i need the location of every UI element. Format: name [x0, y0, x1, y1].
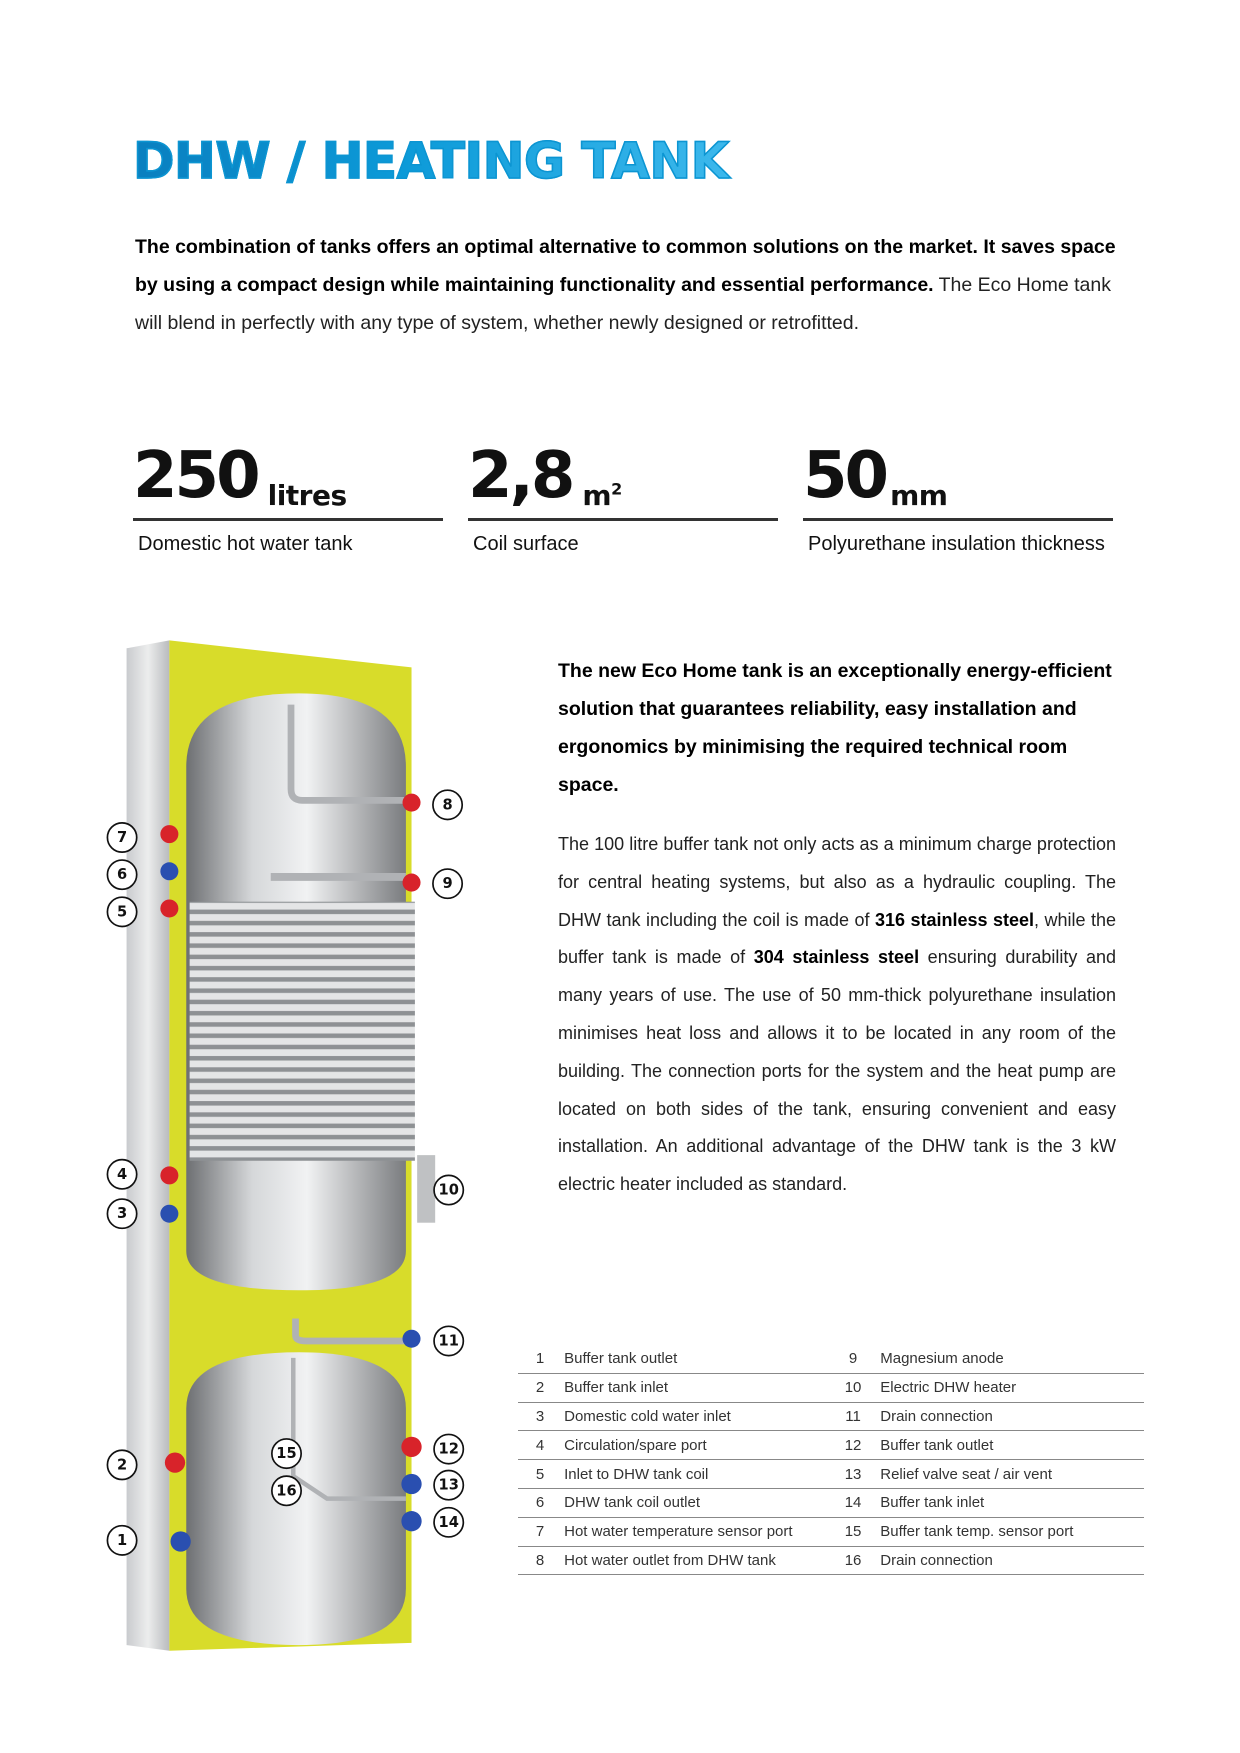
legend-label: Drain connection	[878, 1546, 1144, 1576]
callout-6: 6	[117, 866, 127, 883]
callout-14: 14	[439, 1514, 459, 1531]
legend-label: Hot water temperature sensor port	[562, 1517, 828, 1547]
legend-label: Inlet to DHW tank coil	[562, 1459, 828, 1489]
stat-unit: litres	[267, 479, 348, 512]
legend-table: 1 Buffer tank outlet 9 Magnesium anode 2 Buff…	[518, 1345, 1144, 1576]
stat-label: Coil surface	[473, 533, 579, 555]
callout-10: 10	[439, 1182, 459, 1199]
legend-label: Buffer tank inlet	[878, 1488, 1144, 1518]
legend-number: 8	[518, 1546, 563, 1576]
callout-11: 11	[439, 1332, 459, 1349]
callout-3: 3	[117, 1205, 127, 1222]
legend-number: 15	[827, 1517, 879, 1547]
legend-label: Electric DHW heater	[878, 1373, 1144, 1403]
ports	[160, 793, 422, 1552]
body-paragraph: The 100 litre buffer tank not only acts …	[558, 826, 1116, 1204]
stat-coil-surface: 2,8 m2 Coil surface	[468, 440, 778, 556]
callout-1: 1	[117, 1532, 127, 1549]
legend-label: Buffer tank inlet	[562, 1373, 828, 1403]
callout-5: 5	[117, 903, 127, 920]
callouts	[106, 789, 465, 1556]
table-row: 5 Inlet to DHW tank coil 13 Relief valve se…	[518, 1459, 1144, 1489]
callout-15: 15	[276, 1445, 296, 1462]
legend-label: Relief valve seat / air vent	[878, 1459, 1144, 1489]
legend-number: 16	[827, 1546, 879, 1576]
stat-insulation: 50 mm Polyurethane insulation thickness	[803, 440, 1113, 556]
lead-paragraph: The new Eco Home tank is an exceptionall…	[558, 660, 1112, 796]
body-bold: 316 stainless steel	[874, 909, 1035, 930]
legend-label: Buffer tank temp. sensor port	[878, 1517, 1144, 1547]
legend-label: Circulation/spare port	[562, 1430, 828, 1461]
legend-number: 4	[518, 1430, 563, 1461]
intro-paragraph: The combination of tanks offers an optim…	[135, 228, 1117, 342]
stat-unit: m	[582, 479, 612, 512]
stat-label: Domestic hot water tank	[138, 533, 353, 555]
table-row: 6 DHW tank coil outlet 14 Buffer tank inlet	[518, 1488, 1144, 1518]
callout-2: 2	[117, 1456, 127, 1473]
callout-8: 8	[442, 796, 452, 813]
legend-number: 14	[827, 1488, 879, 1518]
callout-12: 12	[439, 1441, 459, 1458]
legend-number: 7	[518, 1517, 563, 1547]
legend-number: 5	[518, 1459, 563, 1489]
callout-9: 9	[442, 875, 452, 892]
table-row: 3 Domestic cold water inlet 11 Drain connec…	[518, 1402, 1144, 1432]
legend-number: 3	[518, 1402, 563, 1432]
legend-number: 10	[827, 1373, 879, 1403]
page-title: DHW / HEATING TANK	[132, 131, 730, 191]
stat-value: 50	[803, 439, 889, 513]
body-text: The 100 litre buffer tank not only acts …	[558, 834, 1116, 930]
legend-number: 11	[827, 1402, 879, 1432]
body-text: ensuring durability and many years of us…	[558, 947, 1116, 1195]
tank-illustration: 1 2 3 4 5 6 7 8 9 10 11 12 13 14 15 16	[106, 640, 465, 1651]
legend-label: Hot water outlet from DHW tank	[562, 1546, 828, 1576]
legend-number: 13	[827, 1459, 879, 1489]
table-row: 1 Buffer tank outlet 9 Magnesium anode	[518, 1345, 1144, 1374]
intro-regular: The Eco Home tank will blend in perfectl…	[135, 274, 1111, 334]
callout-4: 4	[117, 1166, 127, 1183]
callout-16: 16	[276, 1482, 296, 1499]
intro-bold: The combination of tanks offers an optim…	[135, 236, 1116, 296]
legend-number: 9	[827, 1345, 879, 1374]
divider	[468, 518, 778, 521]
stat-value: 2,8	[468, 439, 575, 513]
legend-label: Magnesium anode	[878, 1345, 1144, 1374]
body-bold: 304 stainless steel	[753, 947, 920, 968]
table-row: 7 Hot water temperature sensor port 15 Buff…	[518, 1517, 1144, 1547]
legend-number: 6	[518, 1488, 563, 1518]
table-row: 8 Hot water outlet from DHW tank 16 Drain c…	[518, 1546, 1144, 1576]
legend-number: 1	[518, 1345, 563, 1374]
divider	[133, 518, 443, 521]
legend-label: Buffer tank outlet	[878, 1430, 1144, 1461]
stat-label: Polyurethane insulation thickness	[808, 533, 1105, 555]
legend-number: 2	[518, 1373, 563, 1403]
legend-label: Drain connection	[878, 1402, 1144, 1432]
table-row: 4 Circulation/spare port 12 Buffer tank out…	[518, 1430, 1144, 1461]
stat-unit-sup: 2	[611, 479, 622, 499]
divider	[803, 518, 1113, 521]
stat-volume: 250 litres Domestic hot water tank	[133, 440, 443, 556]
callout-7: 7	[117, 829, 127, 846]
stat-value: 250	[133, 439, 261, 513]
legend-label: DHW tank coil outlet	[562, 1488, 828, 1518]
body-text: , while the buffer tank is made of	[558, 909, 1117, 968]
stat-unit: mm	[890, 479, 948, 512]
legend-label: Buffer tank outlet	[562, 1345, 828, 1374]
legend-label: Domestic cold water inlet	[562, 1402, 828, 1432]
table-row: 2 Buffer tank inlet 10 Electric DHW heater	[518, 1373, 1144, 1403]
electric-heater	[417, 1155, 436, 1223]
coil	[189, 901, 415, 1161]
callout-13: 13	[439, 1477, 459, 1494]
legend-number: 12	[827, 1430, 879, 1461]
